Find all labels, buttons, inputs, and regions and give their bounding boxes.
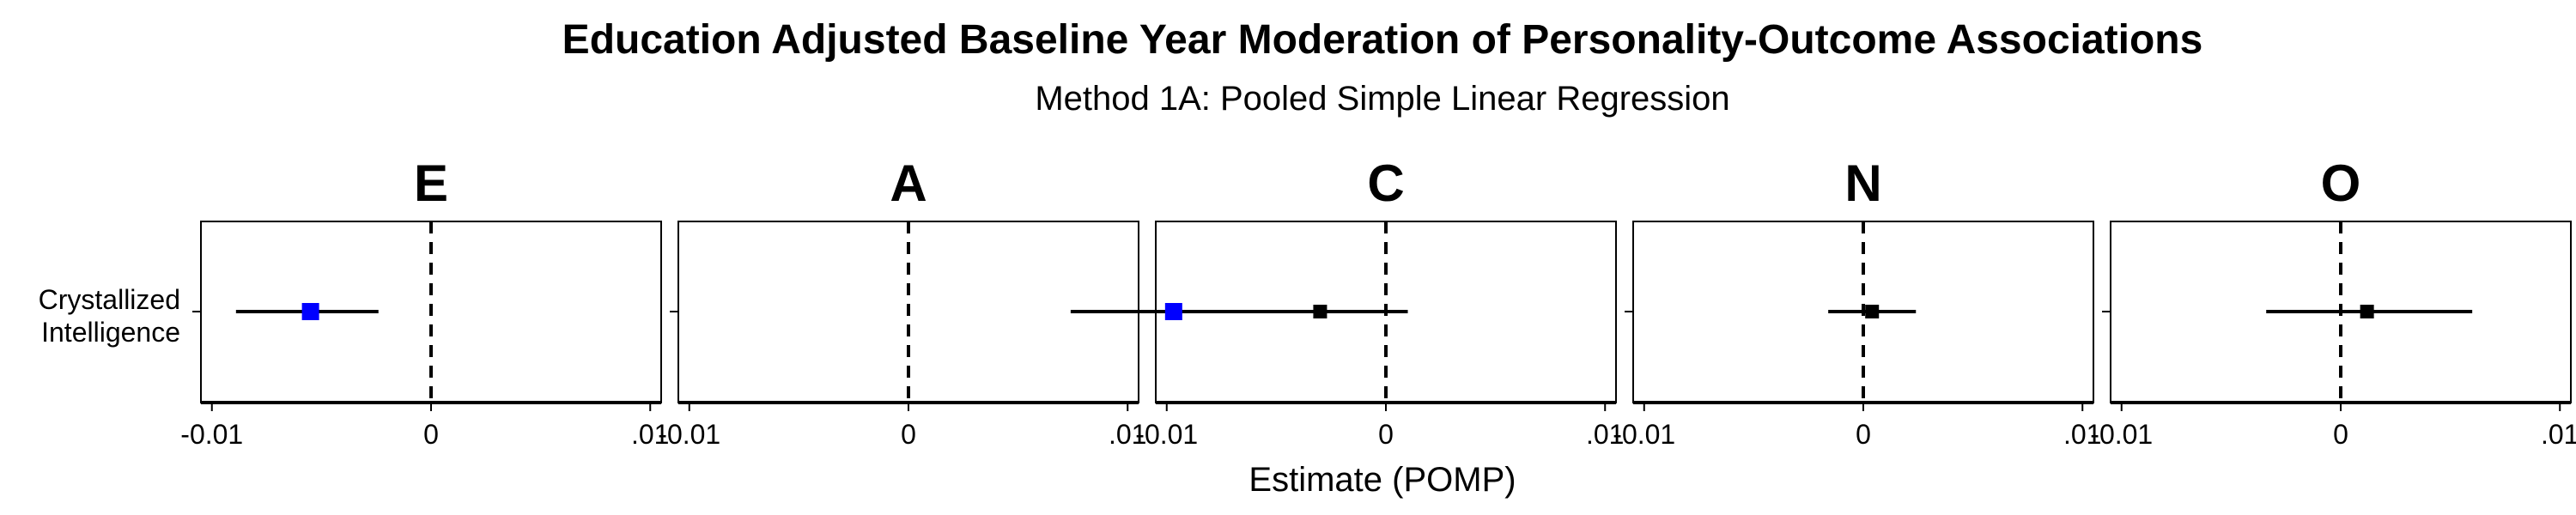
facet-panels: E -0.01 0 .01 A -0.01 0 .01 C -0.01 0 .01 N -0.01 0 .01… bbox=[180, 154, 2576, 450]
x-tick-label-e-1: 0 bbox=[423, 419, 439, 450]
x-tick-label-n-0: -0.01 bbox=[1613, 419, 1675, 450]
x-tick-label-e-0: -0.01 bbox=[180, 419, 243, 450]
x-tick-label-e-2: .01 bbox=[631, 419, 669, 450]
y-row-label-line2: Intelligence bbox=[41, 317, 180, 348]
x-tick-label-o-1: 0 bbox=[2333, 419, 2348, 450]
facet-label-o: O bbox=[2321, 154, 2361, 212]
chart-title: Education Adjusted Baseline Year Moderat… bbox=[562, 17, 2203, 63]
estimate-point-o bbox=[2360, 305, 2374, 318]
estimate-point-a bbox=[1164, 303, 1182, 320]
facet-label-c: C bbox=[1367, 154, 1404, 212]
facet-label-e: E bbox=[414, 154, 448, 212]
x-axis-title: Estimate (POMP) bbox=[1249, 461, 1516, 499]
x-tick-label-c-0: -0.01 bbox=[1135, 419, 1198, 450]
x-tick-label-c-2: .01 bbox=[1586, 419, 1624, 450]
x-tick-label-o-0: -0.01 bbox=[2090, 419, 2153, 450]
x-tick-label-c-1: 0 bbox=[1378, 419, 1394, 450]
x-tick-label-o-2: .01 bbox=[2541, 419, 2576, 450]
x-tick-label-a-0: -0.01 bbox=[658, 419, 720, 450]
x-tick-label-a-1: 0 bbox=[901, 419, 916, 450]
estimate-point-n bbox=[1865, 305, 1880, 318]
x-tick-label-n-1: 0 bbox=[1856, 419, 1871, 450]
x-tick-label-n-2: .01 bbox=[2063, 419, 2101, 450]
estimate-point-e bbox=[301, 303, 319, 320]
chart-subtitle: Method 1A: Pooled Simple Linear Regressi… bbox=[1035, 80, 1729, 118]
facet-label-a: A bbox=[890, 154, 927, 212]
estimate-point-c bbox=[1313, 305, 1327, 318]
x-tick-label-a-2: .01 bbox=[1109, 419, 1146, 450]
y-row-label-line1: Crystallized bbox=[39, 284, 180, 315]
facet-label-n: N bbox=[1844, 154, 1881, 212]
